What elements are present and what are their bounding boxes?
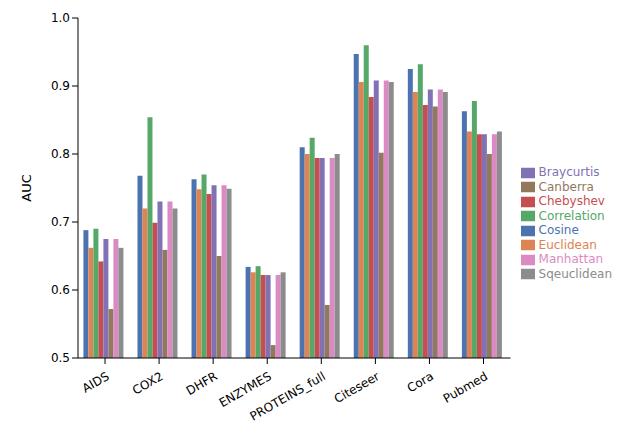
svg-text:0.6: 0.6 [51,283,70,297]
svg-text:1.0: 1.0 [51,11,70,25]
html-text:Euclidean: Euclidean [538,237,597,252]
html-text:Canberra: Canberra [538,179,594,194]
html-text:Chebyshev: Chebyshev [538,194,605,208]
svg-text:0.5: 0.5 [51,351,70,365]
html-text:Braycurtis: Braycurtis [538,165,600,179]
svg-text:ENZYMES: ENZYMES [216,369,274,411]
html-text:Cosine: Cosine [538,223,579,237]
svg-text:Pubmed: Pubmed [441,369,490,406]
svg-text:PROTEINS_full: PROTEINS_full [248,369,328,423]
svg-text:0.9: 0.9 [51,79,70,93]
html-text:Sqeuclidean: Sqeuclidean [538,266,612,281]
svg-text:COX2: COX2 [130,369,166,398]
svg-text:AIDS: AIDS [80,369,112,395]
svg-text:AUC: AUC [19,174,34,202]
svg-text:0.8: 0.8 [51,147,70,161]
svg-text:DHFR: DHFR [184,369,220,398]
svg-text:Citeseer: Citeseer [332,369,382,406]
svg-text:0.7: 0.7 [51,215,70,229]
html-text:Manhattan: Manhattan [538,252,604,266]
svg-text:Cora: Cora [405,369,436,395]
html-text:Correlation: Correlation [538,208,605,223]
